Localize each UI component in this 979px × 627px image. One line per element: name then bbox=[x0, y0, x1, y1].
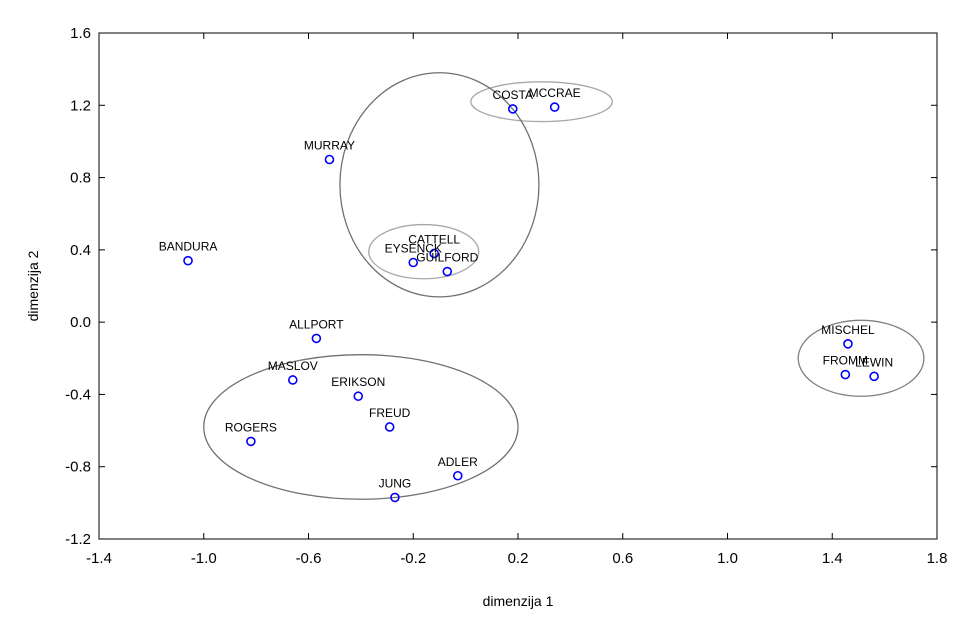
y-tick-label: -1.2 bbox=[65, 531, 91, 548]
point-label: ADLER bbox=[438, 455, 478, 469]
point-label: LEWIN bbox=[855, 355, 893, 369]
point-label: MURRAY bbox=[304, 139, 355, 153]
cluster-ellipse bbox=[470, 81, 613, 123]
point-marker bbox=[384, 422, 395, 432]
point-label: ERIKSON bbox=[331, 375, 385, 389]
x-tick-label: -0.6 bbox=[296, 550, 322, 567]
point-label: JUNG bbox=[379, 476, 412, 490]
x-tick-label: -0.2 bbox=[400, 550, 426, 567]
point-marker bbox=[353, 391, 364, 402]
x-tick-label: -1.0 bbox=[191, 550, 217, 567]
point-marker bbox=[507, 104, 518, 114]
x-tick-label: 0.2 bbox=[508, 550, 529, 567]
point-label: BANDURA bbox=[159, 240, 218, 254]
point-marker bbox=[843, 339, 853, 349]
x-tick-label: 1.8 bbox=[927, 550, 948, 567]
cluster-ellipses bbox=[203, 72, 925, 500]
y-tick-label: -0.4 bbox=[65, 386, 91, 403]
point-marker bbox=[452, 470, 463, 481]
point-label: ALLPORT bbox=[289, 317, 344, 331]
point-marker bbox=[390, 492, 400, 503]
point-label: GUILFORD bbox=[416, 251, 478, 265]
cluster-ellipse bbox=[368, 223, 480, 280]
y-tick-label: -0.8 bbox=[65, 459, 91, 476]
x-tick-label: 1.4 bbox=[822, 550, 843, 567]
point-marker bbox=[549, 102, 560, 112]
x-tick-label: 1.0 bbox=[717, 550, 738, 567]
x-axis-title: dimenzija 1 bbox=[483, 593, 554, 609]
point-marker bbox=[429, 248, 440, 259]
point-marker bbox=[183, 255, 193, 266]
point-label: MASLOV bbox=[268, 359, 318, 373]
point-label: ROGERS bbox=[225, 420, 277, 434]
point-marker bbox=[324, 154, 335, 165]
point-label: FREUD bbox=[369, 406, 411, 420]
point-label: COSTA bbox=[493, 88, 533, 102]
point-label: MCCRAE bbox=[529, 86, 581, 100]
point-label: MISCHEL bbox=[821, 323, 875, 337]
y-tick-label: 0.4 bbox=[70, 242, 91, 259]
point-marker bbox=[840, 369, 851, 380]
point-marker bbox=[869, 371, 879, 382]
y-tick-label: 0.0 bbox=[70, 314, 91, 331]
cluster-ellipse bbox=[797, 319, 925, 397]
point-marker bbox=[311, 333, 322, 344]
y-tick-label: 1.2 bbox=[70, 97, 91, 114]
point-label: FROMM bbox=[823, 354, 868, 368]
point-marker bbox=[246, 436, 256, 447]
axes: -1.4 -1.0 -0.6 -0.2 0.2 0.6 1.0 1.4 1.8 -1.2 -0.8 -… bbox=[65, 25, 947, 567]
point-marker bbox=[442, 266, 453, 277]
cluster-ellipse bbox=[203, 354, 519, 500]
cluster-ellipse bbox=[339, 72, 540, 298]
x-tick-label: 0.6 bbox=[612, 550, 633, 567]
y-axis-title: dimenzija 2 bbox=[25, 250, 41, 321]
point-marker bbox=[408, 257, 419, 268]
y-tick-label: 0.8 bbox=[70, 170, 91, 187]
point-marker bbox=[287, 375, 298, 385]
x-tick-label: -1.4 bbox=[86, 550, 112, 567]
point-label: EYSENCK bbox=[385, 242, 442, 256]
plot-area bbox=[98, 32, 938, 540]
point-label: CATTELL bbox=[408, 232, 460, 246]
y-tick-label: 1.6 bbox=[70, 25, 91, 42]
